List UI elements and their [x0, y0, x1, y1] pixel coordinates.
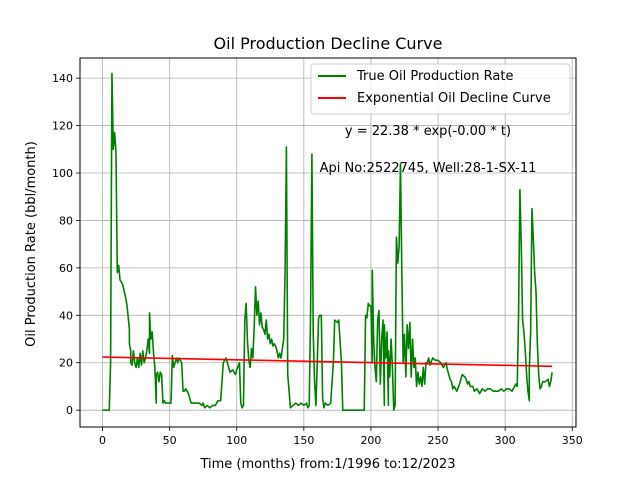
y-tick-label: 60: [59, 262, 73, 275]
legend-label-true-rate: True Oil Production Rate: [356, 69, 513, 84]
y-tick-label: 20: [59, 357, 73, 370]
y-tick-label: 40: [59, 309, 73, 322]
x-tick-label: 300: [495, 434, 516, 447]
x-tick-label: 150: [293, 434, 314, 447]
y-tick-label: 0: [66, 404, 73, 417]
y-tick-label: 100: [52, 167, 73, 180]
y-axis-label: Oil Production Rate (bbl/month): [24, 141, 39, 347]
x-tick-label: 200: [360, 434, 381, 447]
legend-label-decline-curve: Exponential Oil Decline Curve: [357, 91, 551, 106]
x-tick-label: 250: [428, 434, 449, 447]
x-tick-label: 0: [99, 434, 106, 447]
axis-ticks: 0 50 100 150 200 250 300 350 0 20 40 60 80 100 120 140: [52, 72, 583, 447]
x-tick-label: 50: [163, 434, 177, 447]
x-tick-label: 100: [226, 434, 247, 447]
legend: True Oil Production Rate Exponential Oil…: [310, 63, 571, 115]
grid: [80, 58, 576, 427]
x-axis-label: Time (months) from:1/1996 to:12/2023: [199, 457, 455, 472]
plot-frame: [79, 57, 577, 428]
legend-box: [310, 63, 571, 115]
y-tick-label: 120: [52, 120, 73, 133]
well-annotation: Api No:2522745, Well:28-1-SX-11: [320, 161, 537, 176]
plot-lines: [102, 72, 553, 411]
equation-annotation: y = 22.38 * exp(-0.00 * t): [345, 124, 511, 139]
true-production-rate-line: [102, 72, 553, 411]
exponential-decline-curve-line: [102, 356, 553, 368]
chart-title: Oil Production Decline Curve: [214, 34, 443, 53]
y-tick-label: 80: [59, 214, 73, 227]
x-tick-label: 350: [562, 434, 583, 447]
y-tick-label: 140: [52, 72, 73, 85]
